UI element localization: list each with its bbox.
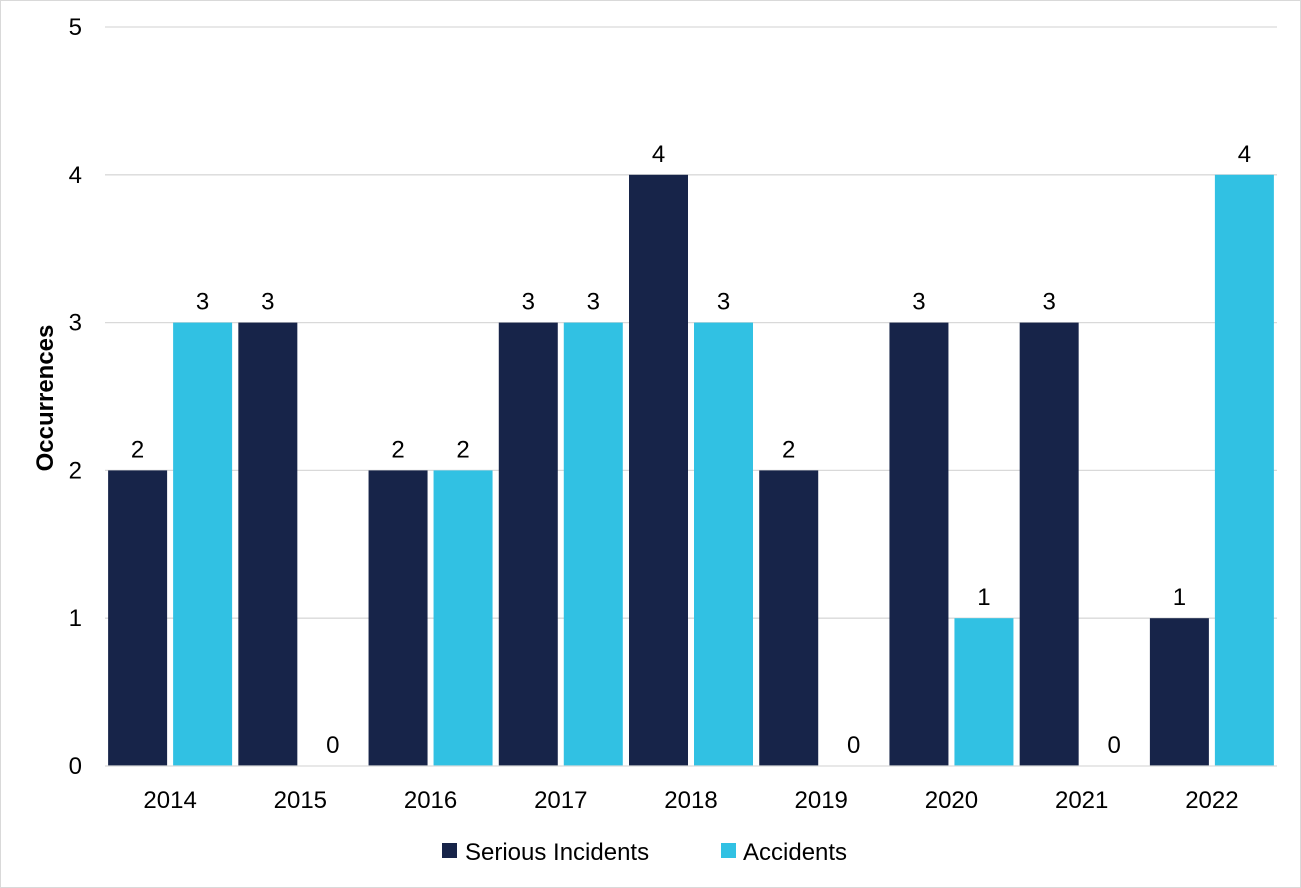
data-label-serious-incidents: 3 [1042,289,1055,316]
x-tick-label: 2019 [795,787,848,814]
bar-serious-incidents [108,470,168,766]
data-label-serious-incidents: 2 [782,436,795,463]
data-label-accidents: 3 [196,289,209,316]
bar-accidents [694,322,753,766]
x-tick-label: 2018 [664,787,717,814]
data-label-accidents: 4 [1238,141,1251,168]
bar-serious-incidents [1019,322,1079,766]
data-label-serious-incidents: 3 [522,289,535,316]
x-tick-label: 2021 [1055,787,1108,814]
bar-serious-incidents [368,470,428,766]
y-axis-title: Occurrences [32,325,59,472]
bar-accidents [433,470,493,766]
data-label-accidents: 1 [977,584,990,611]
legend-swatch-accidents [721,843,736,858]
bar-serious-incidents [629,174,688,767]
y-tick-label: 0 [69,753,82,780]
x-tick-label: 2016 [404,787,457,814]
y-tick-label: 3 [69,310,82,337]
bar-accidents [173,322,233,766]
bar-serious-incidents [498,322,558,766]
legend: Serious Incidents Accidents [442,839,847,866]
x-tick-label: 2020 [925,787,978,814]
data-label-serious-incidents: 3 [261,289,274,316]
bar-serious-incidents [1149,618,1209,766]
bars [108,174,1274,767]
bar-accidents [1214,174,1274,767]
x-tick-label: 2022 [1185,787,1238,814]
data-label-serious-incidents: 2 [391,436,404,463]
y-tick-label: 5 [69,14,82,41]
bar-serious-incidents [759,470,819,766]
data-label-serious-incidents: 3 [912,289,925,316]
bar-serious-incidents [238,322,298,766]
data-label-accidents: 3 [587,289,600,316]
legend-swatch-serious-incidents [442,843,457,858]
x-tick-label: 2014 [143,787,196,814]
bar-accidents [954,618,1014,766]
data-labels: 2 3 3 0 2 2 3 3 4 3 2 0 3 1 3 0 1 4 [131,141,1251,759]
x-axis-ticks: 2014 2015 2016 2017 2018 2019 2020 2021 2022 [143,787,1238,814]
data-label-accidents: 2 [456,436,469,463]
y-tick-label: 4 [69,162,82,189]
x-tick-label: 2015 [274,787,327,814]
legend-label-serious-incidents: Serious Incidents [465,839,649,866]
x-tick-label: 2017 [534,787,587,814]
data-label-accidents: 0 [1107,732,1120,759]
y-tick-label: 2 [69,457,82,484]
data-label-accidents: 3 [717,289,730,316]
legend-label-accidents: Accidents [743,839,847,866]
y-tick-label: 1 [69,605,82,632]
data-label-accidents: 0 [326,732,339,759]
data-label-accidents: 0 [847,732,860,759]
gridlines [105,26,1277,619]
bar-accidents [563,322,623,766]
data-label-serious-incidents: 4 [652,141,665,168]
bar-serious-incidents [889,322,949,766]
data-label-serious-incidents: 1 [1173,584,1186,611]
y-axis-ticks: 0 1 2 3 4 5 [69,14,82,780]
data-label-serious-incidents: 2 [131,436,144,463]
